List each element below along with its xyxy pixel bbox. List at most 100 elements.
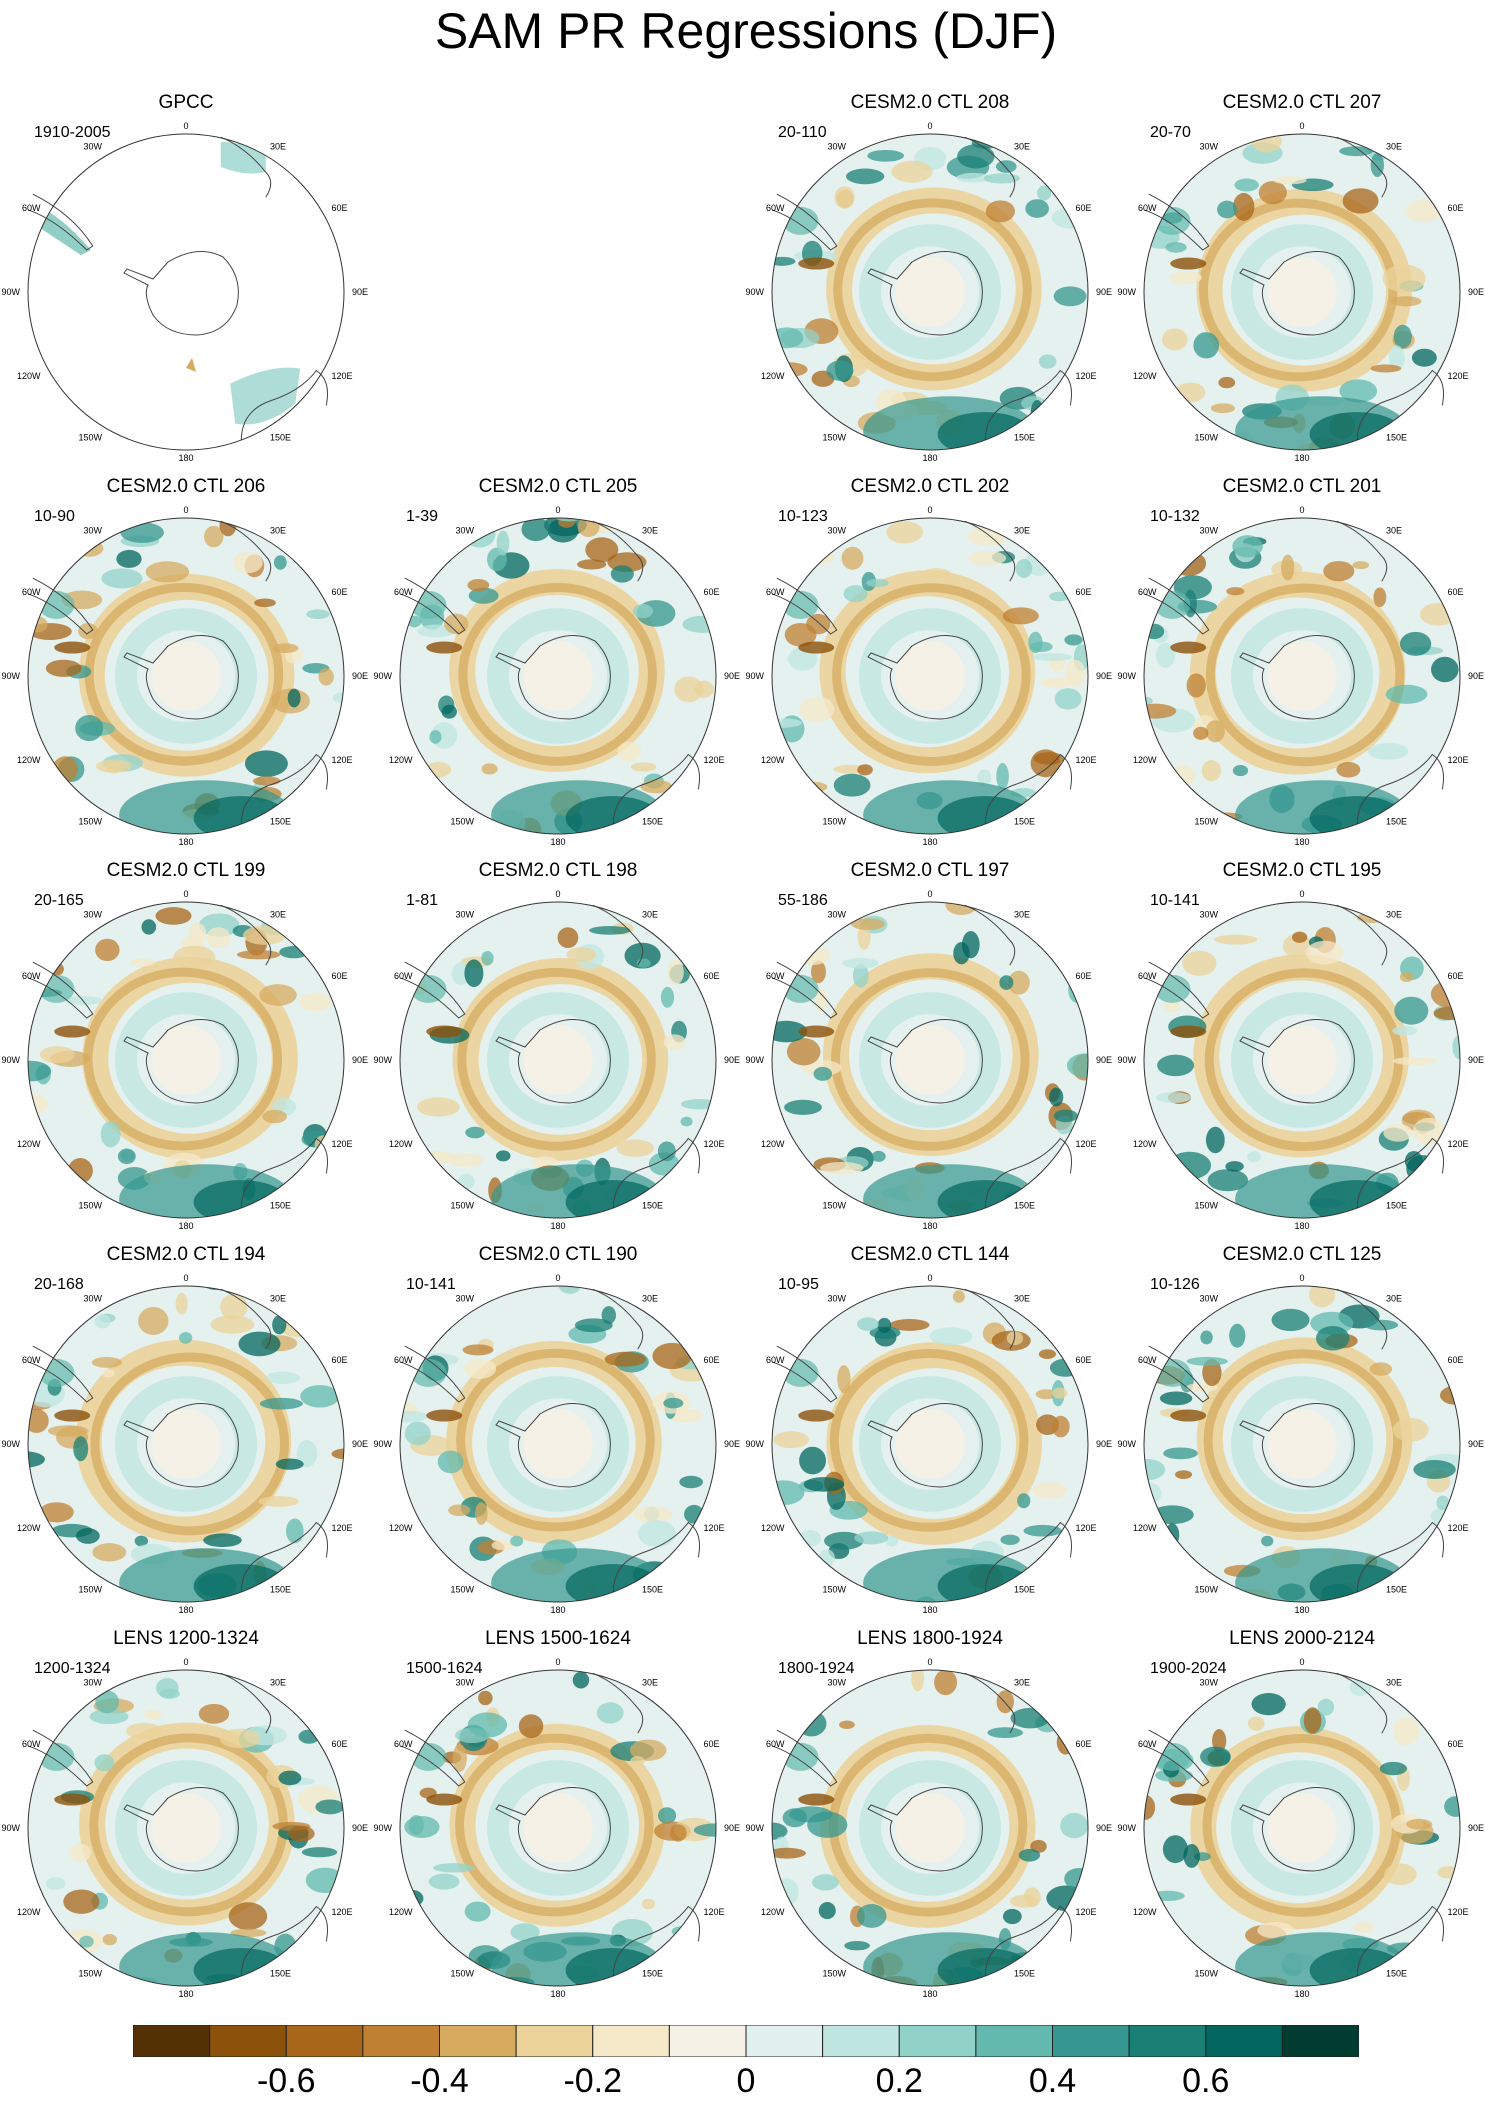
map-panel: LENS 2000-2124 1900-2024 0 30E 60E 90E 120E 150… — [1116, 1536, 1488, 1999]
panel-subtitle: 1200-1324 — [34, 1660, 111, 1677]
anomaly-blob — [28, 1408, 49, 1433]
south-america-outline — [772, 1345, 838, 1403]
map-panel: CESM2.0 CTL 190 10-141 0 30E 60E 90E 120E 150E 1… — [372, 1152, 744, 1615]
interior — [151, 641, 221, 711]
colorbar-tick-label: -0.2 — [563, 2062, 623, 2100]
anomaly-blob — [856, 1904, 887, 1928]
anomaly-blob — [92, 1543, 127, 1562]
anomaly-blob — [1049, 1087, 1064, 1107]
anomaly-blob — [1159, 1391, 1193, 1406]
panel-title: CESM2.0 CTL 190 — [478, 1244, 638, 1265]
anomaly-blob — [1251, 1692, 1286, 1716]
polar-map: 0 30E 60E 90E 120E 150E 180 150W 120W 90W 60W 30W — [1117, 1273, 1484, 1615]
australia-outline — [1356, 1137, 1445, 1209]
panel-title: CESM2.0 CTL 197 — [850, 860, 1010, 881]
map-border — [399, 1669, 717, 1987]
africa-outline — [592, 1672, 644, 1734]
anomaly-blob — [63, 1889, 100, 1914]
south-america-outline — [1144, 193, 1210, 251]
anomaly-blob — [1051, 1387, 1068, 1399]
anomaly-blob — [1165, 242, 1187, 253]
longitude-label: 150W — [78, 1968, 102, 1978]
longitude-label: 90E — [1468, 1823, 1484, 1833]
anomaly-blob — [1023, 1524, 1062, 1537]
longitude-label: 120E — [331, 1907, 352, 1917]
sa-teal — [782, 1358, 819, 1387]
interior — [1267, 641, 1337, 711]
longitude-label: 120W — [761, 1907, 785, 1917]
inner-band — [486, 608, 630, 744]
anomaly-blob — [481, 950, 494, 966]
longitude-label: 120W — [1133, 755, 1157, 765]
longitude-label: 150W — [822, 432, 846, 442]
anomaly-blob — [259, 1397, 303, 1410]
map-border — [771, 517, 1089, 835]
anomaly-blob — [298, 1729, 320, 1744]
anomaly-blob — [1210, 403, 1236, 414]
inner-band — [114, 1376, 258, 1512]
longitude-label: 150W — [78, 1200, 102, 1210]
longitude-label: 180 — [1294, 1605, 1309, 1615]
longitude-label: 150E — [270, 432, 291, 442]
panel-subtitle: 1-39 — [406, 508, 439, 525]
longitude-label: 120W — [389, 1139, 413, 1149]
sa-teal — [38, 1358, 75, 1387]
anomaly-blob — [637, 1520, 676, 1548]
longitude-label: 60E — [1075, 1739, 1091, 1749]
africa-outline — [964, 136, 1016, 198]
longitude-label: 180 — [178, 1989, 193, 1999]
longitude-label: 90W — [1117, 287, 1136, 297]
longitude-label: 60W — [1138, 587, 1157, 597]
anomaly-blob — [983, 173, 1021, 184]
panel-grid: GPCC 1910-2005 0 30E 60E 90E 120E 150E 180 150W 12… — [1, 0, 1488, 1999]
anomaly-blob — [826, 360, 854, 381]
longitude-label: 180 — [922, 837, 937, 847]
panel-title: CESM2.0 CTL 206 — [106, 476, 266, 497]
anomaly-blob — [1370, 153, 1384, 177]
map-panel: CESM2.0 CTL 201 10-132 0 30E 60E 90E 120E 150E 1… — [1116, 384, 1488, 847]
anomaly-blob — [1436, 1495, 1450, 1511]
longitude-label: 180 — [1294, 453, 1309, 463]
anomaly-blob — [813, 1066, 833, 1081]
antarctica-outline — [1239, 251, 1355, 336]
sa-feature — [426, 641, 463, 654]
anomaly-blob — [577, 518, 600, 538]
longitude-label: 90E — [1096, 287, 1112, 297]
longitude-label: 120W — [761, 755, 785, 765]
map-panel: CESM2.0 CTL 208 20-110 0 30E 60E 90E 120E 150E 1… — [744, 0, 1116, 463]
anomaly-blob — [1413, 1459, 1456, 1480]
longitude-label: 30E — [1014, 142, 1030, 152]
longitude-label: 0 — [1299, 505, 1304, 515]
anomaly-blob — [134, 1535, 149, 1547]
longitude-label: 90W — [1, 1055, 20, 1065]
longitude-label: 30W — [83, 910, 102, 920]
longitude-label: 150E — [1386, 1968, 1407, 1978]
anomaly-blob — [510, 1923, 540, 1942]
anomaly-blob — [772, 256, 796, 266]
sa-feature — [426, 1409, 463, 1422]
anomaly-blob — [1182, 950, 1217, 976]
anomaly-blob — [468, 587, 499, 604]
anomaly-blob — [400, 1410, 428, 1423]
colorbar-swatch — [898, 2025, 977, 2057]
anomaly-blob — [1025, 199, 1049, 218]
polar-map: 0 30E 60E 90E 120E 150E 180 150W 120W 90W 60W 30W — [373, 889, 740, 1231]
anomaly-blob — [464, 1358, 497, 1379]
anomaly-blob — [496, 530, 510, 556]
anomaly-blob — [957, 144, 995, 169]
australia-outline — [240, 753, 329, 825]
anomaly-blob — [491, 1540, 514, 1551]
anomaly-blob — [219, 1728, 261, 1749]
anomaly-blob — [465, 1126, 485, 1139]
australia-outline — [984, 1137, 1073, 1209]
ring-band-core — [1203, 1349, 1403, 1532]
longitude-label: 180 — [550, 1605, 565, 1615]
nz-data — [186, 357, 196, 372]
inner-band — [858, 608, 1002, 744]
antarctica-outline — [495, 635, 611, 720]
anomaly-blob — [141, 919, 157, 935]
anomaly-blob — [1002, 607, 1039, 625]
anomaly-blob — [125, 1722, 163, 1740]
anomaly-blob — [437, 1450, 464, 1474]
map-border — [771, 1285, 1089, 1603]
